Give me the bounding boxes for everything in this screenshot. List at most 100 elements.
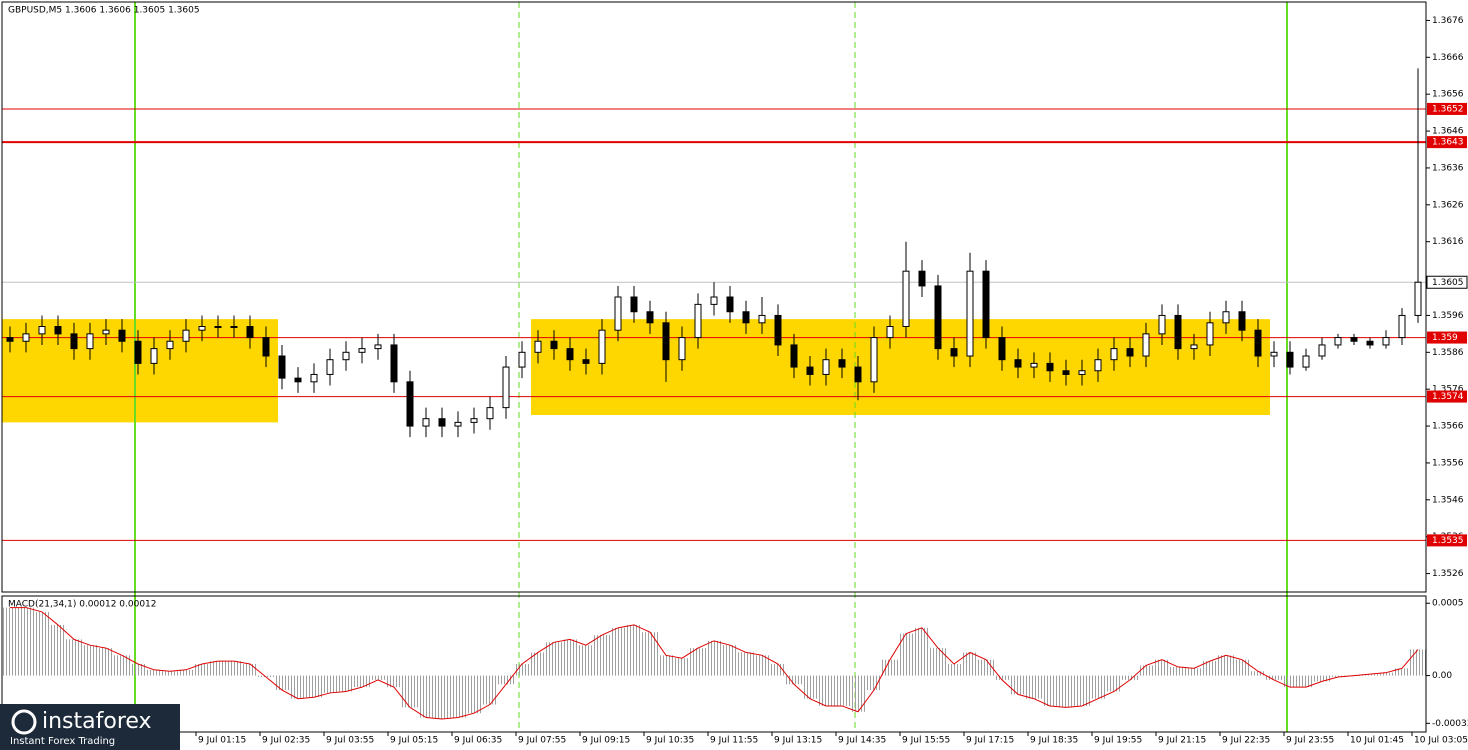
candle-body [966, 270, 974, 357]
candle-body [6, 337, 14, 342]
candle-body [918, 270, 926, 287]
candle-body [310, 373, 318, 383]
main-frame [1, 1, 1427, 593]
candle-body [646, 311, 654, 324]
candle-body [1350, 337, 1358, 342]
candle-body [486, 407, 494, 420]
x-tick-label: 9 Jul 22:35 [1222, 736, 1270, 746]
logo-name: instaforex [42, 709, 152, 734]
x-tick-label: 9 Jul 13:15 [774, 736, 822, 746]
candle-body [806, 366, 814, 375]
macd-bar [1138, 665, 1154, 676]
candle-body [38, 326, 46, 335]
macd-bar [1202, 661, 1218, 676]
candle-body [22, 333, 30, 342]
macd-bar [1314, 675, 1330, 682]
candle-body [470, 418, 478, 423]
level-label: 1.3574 [1432, 392, 1464, 402]
macd-bar [1010, 675, 1026, 695]
candle-body [1286, 351, 1294, 368]
macd-bar [498, 675, 514, 685]
level-label-box [1427, 102, 1467, 115]
macd-bar [1154, 659, 1170, 676]
candle-body [166, 340, 174, 350]
candle-body [502, 366, 510, 409]
macd-bar [786, 675, 802, 685]
candle-body [294, 377, 302, 383]
candle-body [1078, 370, 1086, 375]
candle-body [262, 337, 270, 357]
macd-bar [1362, 674, 1378, 676]
candle-body [342, 351, 350, 361]
candle-body [214, 326, 222, 328]
y-tick-label: 1.3616 [1432, 237, 1464, 247]
macd-bar [1090, 675, 1106, 699]
candle-body [1142, 333, 1150, 357]
candle-body [534, 340, 542, 353]
macd-bar [242, 664, 258, 676]
candle-body [518, 351, 526, 368]
macd-bar [994, 675, 1010, 680]
macd-bar [690, 648, 706, 676]
y-tick-label: 1.3656 [1432, 90, 1464, 100]
macd-bar [354, 675, 370, 688]
macd-bar [178, 669, 194, 676]
x-tick-label: 9 Jul 18:35 [1030, 736, 1078, 746]
y-tick-label: 1.3676 [1432, 16, 1464, 26]
y-tick-label: 1.3626 [1432, 200, 1464, 210]
macd-bar [930, 648, 946, 676]
macd-label: MACD(21,34,1) 0.00012 0.00012 [8, 600, 157, 610]
candle-body [1030, 362, 1038, 368]
macd-bar [738, 652, 754, 676]
macd-bar [898, 633, 914, 676]
candle-body [438, 418, 446, 427]
candle-body [118, 329, 126, 342]
candle-body [886, 326, 894, 339]
candle-body [678, 337, 686, 361]
candle-body [1302, 355, 1310, 368]
macd-bar [978, 659, 994, 676]
x-tick-label: 9 Jul 05:15 [390, 736, 438, 746]
macd-bar [1410, 649, 1426, 676]
macd-bar [1122, 675, 1138, 680]
candle-body [1398, 314, 1406, 339]
macd-bar [1394, 668, 1410, 676]
macd-bar [866, 675, 882, 691]
candle-body [982, 270, 990, 339]
macd-bar [34, 611, 50, 676]
candle-body [790, 344, 798, 368]
macd-bar [802, 675, 818, 699]
level-label-box [1427, 331, 1467, 344]
macd-bar [322, 675, 338, 693]
candle-body [406, 381, 414, 427]
macd-bar [1106, 675, 1122, 692]
candle-body [1158, 314, 1166, 335]
candle-body [566, 348, 574, 361]
candle-body [278, 355, 286, 379]
candle-body [662, 322, 670, 361]
candle-body [86, 333, 94, 350]
macd-bar [514, 664, 530, 676]
x-tick-label: 9 Jul 10:35 [646, 736, 694, 746]
x-tick-label: 9 Jul 23:55 [1286, 736, 1334, 746]
macd-y-tick-label: 0.00 [1432, 671, 1452, 681]
candle-body [774, 314, 782, 346]
macd-bar [1282, 675, 1298, 688]
candle-body [934, 285, 942, 350]
macd-frame [1, 595, 1427, 733]
candle-body [374, 344, 382, 350]
macd-bar [1026, 675, 1042, 699]
macd-bar [306, 675, 322, 698]
candle-body [742, 311, 750, 324]
candle-body [70, 333, 78, 350]
macd-bar [674, 658, 690, 676]
candle-body [134, 340, 142, 364]
candle-body [230, 326, 238, 328]
candle-body [326, 359, 334, 375]
macd-bar [1330, 675, 1346, 678]
candle-body [902, 270, 910, 327]
macd-bar [50, 624, 66, 676]
candle-body [582, 359, 590, 364]
macd-bar [962, 652, 978, 676]
macd-bar [882, 659, 898, 676]
